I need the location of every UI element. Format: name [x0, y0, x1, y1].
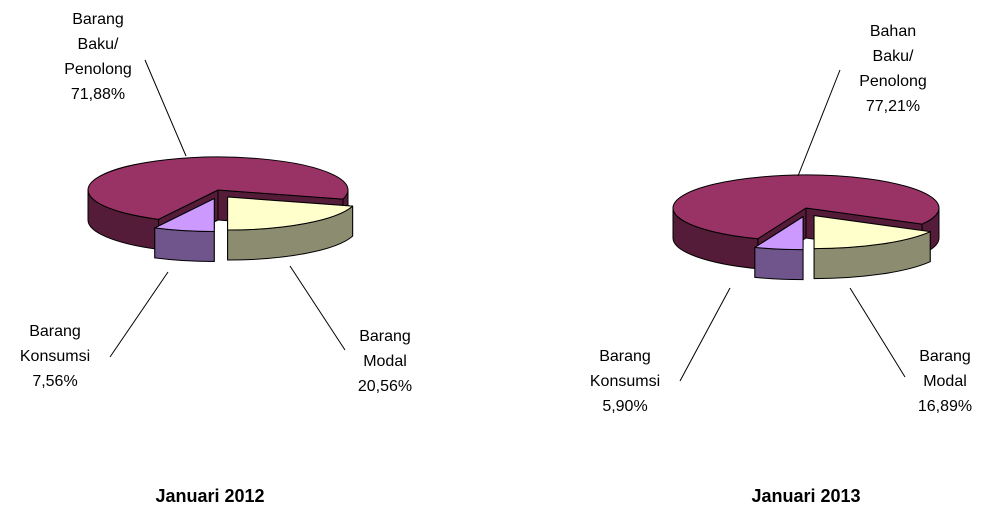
leader-line: [679, 287, 731, 382]
slice-top: [813, 215, 931, 250]
slice-top: [754, 216, 804, 251]
pie-slice: [227, 196, 354, 261]
slice-value-label: 7,56%: [32, 373, 77, 390]
slice-label: Barang Konsumsi: [590, 348, 660, 390]
slice-value-label: 16,89%: [918, 398, 972, 415]
slice-label: Barang Modal: [359, 328, 411, 370]
slice-label: Bahan Baku/Penolong: [859, 23, 927, 90]
pie-slice: [154, 198, 215, 263]
slice-value-label: 5,90%: [602, 398, 647, 415]
leader-line: [109, 271, 169, 358]
slice-label: Barang Baku/Penolong: [64, 11, 132, 78]
slice-top: [672, 174, 940, 240]
slice-value-label: 20,56%: [358, 378, 412, 395]
slice-side: [154, 227, 215, 263]
slice-top: [154, 198, 215, 233]
leader-line: [797, 69, 841, 177]
slice-value-label: 77,21%: [866, 98, 920, 115]
slice-label: Barang Konsumsi: [20, 323, 90, 365]
slice-top: [227, 196, 354, 231]
pie-slice: [754, 216, 804, 281]
leader-line: [849, 287, 906, 378]
slice-label: Barang Modal: [919, 348, 971, 390]
leader-line: [289, 265, 346, 351]
leader-line: [144, 59, 187, 157]
chart-title: Januari 2013: [751, 486, 860, 506]
chart-title: Januari 2012: [155, 486, 264, 506]
slice-top: [87, 156, 349, 220]
slice-value-label: 71,88%: [71, 86, 125, 103]
slice-side: [754, 246, 804, 281]
pie-slice: [813, 215, 931, 280]
